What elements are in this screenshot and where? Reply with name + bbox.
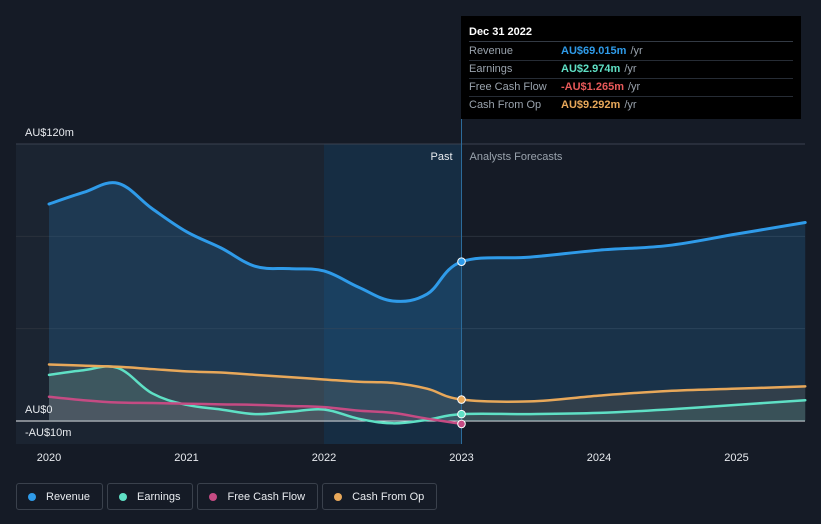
free-cash-flow-hover-point xyxy=(457,419,466,429)
legend: Revenue Earnings Free Cash Flow Cash Fro… xyxy=(16,483,438,510)
tooltip-row-cash-from-op: Cash From Op AU$9.292m /yr xyxy=(469,97,793,114)
legend-item-cash-from-op[interactable]: Cash From Op xyxy=(322,483,438,510)
legend-item-revenue[interactable]: Revenue xyxy=(16,483,104,510)
tooltip-unit: /yr xyxy=(624,99,637,111)
legend-dot-icon xyxy=(28,492,36,501)
legend-dot-icon xyxy=(119,492,128,501)
tooltip-date: Dec 31 2022 xyxy=(469,24,793,42)
tooltip-row-free-cash-flow: Free Cash Flow -AU$1.265m /yr xyxy=(469,79,793,97)
free-cash-flow-line xyxy=(47,395,463,426)
legend-label: Free Cash Flow xyxy=(227,490,306,503)
y-axis-label-negative: -AU$10m xyxy=(25,427,71,439)
tooltip-label: Earnings xyxy=(469,63,513,75)
earnings-line xyxy=(47,365,807,425)
cash-from-op-line xyxy=(47,363,807,403)
earnings-hover-point xyxy=(457,409,466,419)
y-axis-label-zero: AU$0 xyxy=(25,404,53,416)
revenue-hover-point xyxy=(457,257,466,266)
cash-from-op-area xyxy=(49,364,806,421)
legend-item-free-cash-flow[interactable]: Free Cash Flow xyxy=(197,483,319,510)
x-tick-label: 2021 xyxy=(174,452,198,464)
x-tick-label: 2024 xyxy=(587,452,611,464)
x-tick-label: 2025 xyxy=(724,452,748,464)
x-tick-label: 2020 xyxy=(37,452,61,464)
legend-label: Earnings xyxy=(137,490,181,503)
cash-from-op-hover-point xyxy=(457,395,466,404)
tooltip-row-revenue: Revenue AU$69.015m /yr xyxy=(469,43,793,61)
revenue-line xyxy=(47,181,807,303)
tooltip-unit: /yr xyxy=(630,45,643,57)
legend-label: Revenue xyxy=(46,490,91,503)
x-tick-label: 2023 xyxy=(449,452,473,464)
legend-item-earnings[interactable]: Earnings xyxy=(107,483,194,510)
tooltip-unit: /yr xyxy=(627,81,641,93)
revenue-area xyxy=(49,182,806,421)
tooltip-row-earnings: Earnings AU$2.974m /yr xyxy=(469,61,793,79)
tooltip-value: AU$69.015m xyxy=(561,45,627,57)
tooltip-label: Cash From Op xyxy=(469,99,542,111)
tooltip-label: Free Cash Flow xyxy=(469,81,547,93)
x-tick-label: 2022 xyxy=(312,452,336,464)
y-axis-label-top: AU$120m xyxy=(25,127,74,139)
tooltip-label: Revenue xyxy=(469,45,514,57)
past-label: Past xyxy=(430,151,452,163)
legend-dot-icon xyxy=(334,492,343,501)
tooltip-value: AU$2.974m xyxy=(561,63,621,75)
tooltip-value: AU$9.292m xyxy=(561,99,621,111)
tooltip-value: -AU$1.265m xyxy=(561,81,624,93)
legend-dot-icon xyxy=(209,492,218,501)
forecast-label: Analysts Forecasts xyxy=(470,151,563,163)
tooltip-unit: /yr xyxy=(624,63,637,75)
legend-label: Cash From Op xyxy=(352,490,425,503)
tooltip: Dec 31 2022 Revenue AU$69.015m /yr Earni… xyxy=(461,16,801,119)
